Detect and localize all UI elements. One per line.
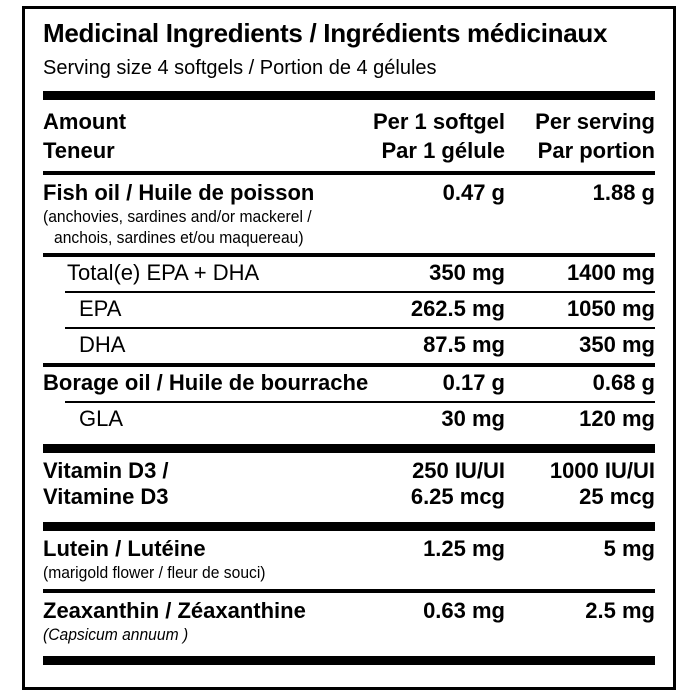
row-value-fish-oil-per-serving: 1.88 g [592, 180, 655, 206]
rule-above-borage-oil [43, 362, 655, 367]
serving-size-text: Serving size 4 softgels / Portion de 4 g… [43, 57, 437, 79]
rule-above-epa-dha-total [43, 253, 655, 258]
rule-above-zeaxanthin [43, 588, 655, 593]
table-row-vitamin-d3: Vitamin D3 / 250 IU/UI 1000 IU/UI Vitami… [43, 453, 655, 518]
table-row-dha: DHA 87.5 mg 350 mg [43, 329, 655, 363]
row-label-fish-oil: Fish oil / Huile de poisson [43, 180, 315, 206]
column-header-per-serving-en: Per serving [535, 109, 655, 134]
row-value-vitamin-d3-per-unit-iu: 250 IU/UI [412, 457, 505, 483]
rule-above-gla [65, 400, 655, 403]
row-value-lutein-per-serving: 5 mg [603, 536, 655, 562]
row-value-epa-per-unit: 262.5 mg [410, 296, 505, 322]
column-header-group: Amount Per 1 softgel Per serving Teneur … [43, 100, 655, 171]
table-row-fish-oil: Fish oil / Huile de poisson 0.47 g 1.88 … [43, 175, 655, 253]
row-note-lutein: (marigold flower / fleur de souci) [43, 562, 266, 582]
bar-above-lutein [43, 522, 655, 532]
row-value-vitamin-d3-per-serving-iu: 1000 IU/UI [549, 457, 655, 483]
table-row-gla: GLA 30 mg 120 mg [43, 403, 655, 437]
row-note-fish-oil-line1: (anchovies, sardines and/or mackerel / [43, 206, 312, 226]
row-value-zeaxanthin-per-serving: 2.5 mg [585, 597, 655, 623]
supplement-facts-panel: Medicinal Ingredients / Ingrédients médi… [22, 6, 676, 690]
row-label-borage-oil: Borage oil / Huile de bourrache [43, 369, 369, 395]
row-value-fish-oil-per-unit: 0.47 g [442, 180, 505, 206]
row-value-epa-per-serving: 1050 mg [566, 296, 655, 322]
row-value-zeaxanthin-per-unit: 0.63 mg [423, 597, 505, 623]
column-header-amount-fr: Teneur [43, 138, 115, 164]
row-value-gla-per-serving: 120 mg [579, 405, 655, 431]
row-value-vitamin-d3-per-unit-mcg: 6.25 mcg [410, 484, 505, 510]
row-value-epa-dha-total-per-unit: 350 mg [429, 260, 505, 286]
table-row-epa: EPA 262.5 mg 1050 mg [43, 293, 655, 327]
row-value-epa-dha-total-per-serving: 1400 mg [566, 260, 655, 286]
row-note-fish-oil-line2: anchois, sardines et/ou maquereau) [54, 227, 304, 247]
column-header-per-unit-en: Per 1 softgel [372, 109, 505, 134]
row-label-gla: GLA [79, 405, 124, 431]
bar-above-vitamin-d3 [43, 443, 655, 453]
row-label-dha: DHA [79, 332, 126, 358]
row-label-epa: EPA [79, 296, 122, 322]
table-row-lutein: Lutein / Lutéine 1.25 mg 5 mg (marigold … [43, 531, 655, 589]
header-bottom-rule [43, 171, 655, 176]
row-value-dha-per-serving: 350 mg [579, 332, 655, 358]
row-value-gla-per-unit: 30 mg [441, 405, 505, 431]
row-value-dha-per-unit: 87.5 mg [423, 332, 505, 358]
header-top-bar [43, 91, 655, 100]
column-header-per-serving-fr: Par portion [537, 138, 655, 164]
row-label-epa-dha-total: Total(e) EPA + DHA [67, 260, 260, 286]
row-label-zeaxanthin: Zeaxanthin / Zéaxanthine [43, 597, 306, 623]
row-value-lutein-per-unit: 1.25 mg [423, 536, 505, 562]
rule-above-epa [65, 291, 655, 294]
table-row-epa-dha-total: Total(e) EPA + DHA 350 mg 1400 mg [43, 257, 655, 291]
row-value-borage-oil-per-serving: 0.68 g [592, 369, 655, 395]
row-label-lutein: Lutein / Lutéine [43, 536, 206, 562]
column-header-amount-en: Amount [43, 109, 127, 134]
panel-title: Medicinal Ingredients / Ingrédients médi… [43, 18, 608, 48]
panel-bottom-bar [43, 656, 655, 666]
row-label-vitamin-d3-en: Vitamin D3 / [43, 457, 169, 483]
column-header-per-unit-fr: Par 1 gélule [381, 138, 505, 164]
table-row-zeaxanthin: Zeaxanthin / Zéaxanthine 0.63 mg 2.5 mg … [43, 593, 655, 651]
row-value-borage-oil-per-unit: 0.17 g [442, 369, 505, 395]
row-label-vitamin-d3-fr: Vitamine D3 [43, 484, 169, 510]
table-row-borage-oil: Borage oil / Huile de bourrache 0.17 g 0… [43, 367, 655, 401]
rule-above-dha [65, 327, 655, 330]
row-value-vitamin-d3-per-serving-mcg: 25 mcg [579, 484, 655, 510]
row-note-zeaxanthin: (Capsicum annuum ) [43, 624, 189, 644]
